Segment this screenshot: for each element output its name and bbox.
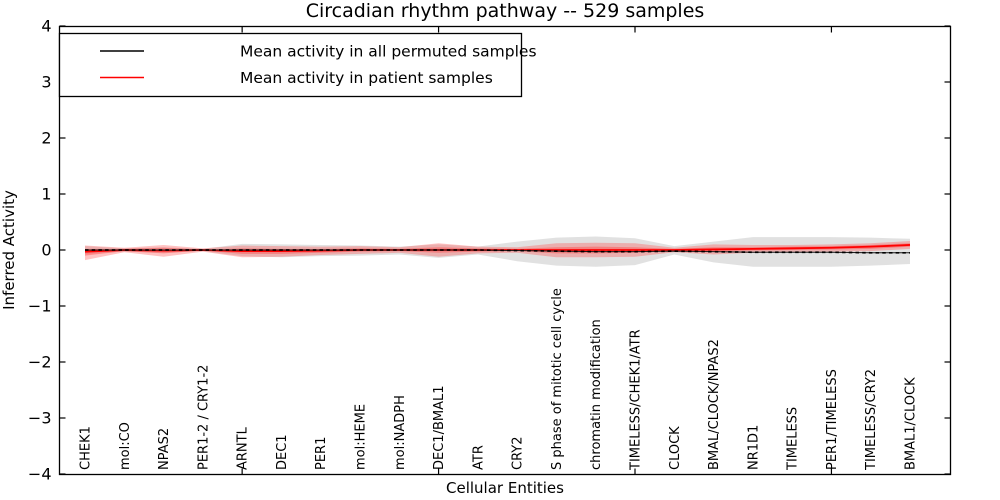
y-tick-label: −3	[28, 409, 52, 428]
y-tick-label: −1	[28, 297, 52, 316]
y-tick-label: 2	[41, 129, 51, 148]
category-label: TIMELESS/CHEK1/ATR	[629, 329, 644, 471]
category-label: ARNTL	[236, 426, 251, 470]
y-tick-label: 4	[41, 17, 51, 36]
category-label: S phase of mitotic cell cycle	[550, 288, 565, 470]
category-label: TIMELESS/CRY2	[864, 369, 879, 471]
category-label: TIMELESS	[786, 407, 801, 471]
category-label: NR1D1	[746, 425, 761, 470]
category-label: CLOCK	[668, 426, 683, 470]
chart-title: Circadian rhythm pathway -- 529 samples	[306, 0, 705, 22]
permuted-mean-line-dashes	[85, 249, 910, 254]
y-tick-label: 0	[41, 241, 51, 260]
category-label: DEC1	[275, 434, 290, 470]
category-label: CHEK1	[79, 426, 94, 470]
line-layer	[84, 244, 911, 254]
category-label: BMAL1/CLOCK	[904, 377, 919, 470]
legend-label-permuted: Mean activity in all permuted samples	[240, 43, 537, 61]
y-tick-label: 3	[41, 73, 51, 92]
y-tick-label: 1	[41, 185, 51, 204]
legend-box	[58, 32, 523, 98]
y-tick-label: −4	[28, 465, 52, 484]
band-layer	[85, 236, 910, 267]
category-label: mol:NADPH	[393, 395, 408, 470]
category-label: PER1	[314, 437, 329, 470]
y-axis-title: Inferred Activity	[0, 190, 18, 310]
category-label-layer: CHEK1 mol:CO NPAS2 PER1-2 / CRY1-2 ARNTL DEC1…	[79, 288, 919, 471]
category-label: NPAS2	[157, 428, 172, 470]
y-tick-label: −2	[28, 353, 52, 372]
tick-layer: −4 −3 −2 −1 0 1 2 3 4	[28, 17, 951, 484]
category-label: PER1-2 / CRY1-2	[196, 365, 211, 470]
x-axis-title: Cellular Entities	[446, 479, 564, 497]
category-label: DEC1/BMAL1	[432, 386, 447, 471]
category-label: ATR	[471, 445, 486, 470]
category-label: chromatin modification	[589, 319, 604, 470]
legend-label-patient: Mean activity in patient samples	[240, 69, 493, 87]
category-label: BMAL/CLOCK/NPAS2	[707, 339, 722, 470]
category-label: mol:CO	[118, 422, 133, 470]
category-label: CRY2	[511, 437, 526, 471]
category-label: PER1/TIMELESS	[825, 369, 840, 470]
permuted-samples-range-band	[85, 236, 910, 267]
legend: Mean activity in all permuted samples Me…	[58, 32, 537, 98]
category-label: mol:HEME	[354, 404, 369, 470]
